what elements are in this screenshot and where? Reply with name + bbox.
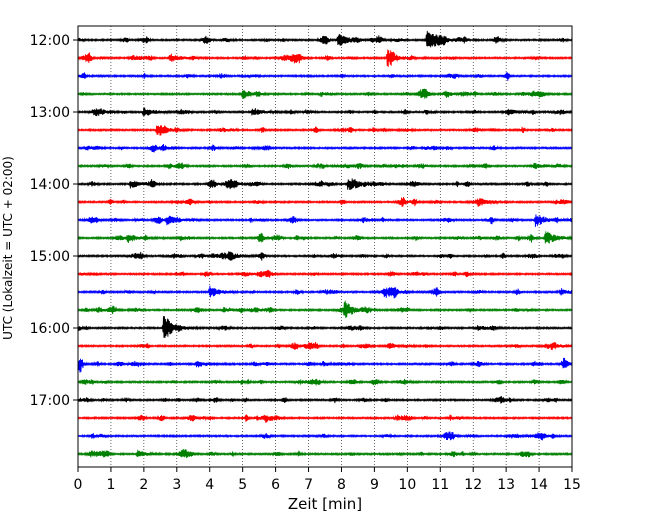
seismogram-trace: [77, 231, 573, 244]
seismogram-trace: [77, 49, 573, 67]
seismogram-trace: [77, 197, 573, 207]
seismogram-trace: [77, 448, 573, 459]
x-tick-label: 6: [271, 477, 280, 493]
y-tick-label: 12:00: [30, 33, 70, 49]
x-tick-label: 1: [106, 477, 115, 493]
x-tick-label: 3: [172, 477, 181, 493]
x-tick-label: 12: [464, 477, 482, 493]
seismogram-trace: [77, 300, 573, 318]
x-tick-label: 11: [431, 477, 449, 493]
seismogram-trace: [77, 396, 573, 404]
x-tick-label: 7: [304, 477, 313, 493]
seismogram-trace: [77, 431, 573, 441]
y-axis-label: UTC (Lokalzeit = UTC + 02:00): [1, 156, 15, 340]
x-axis-label: Zeit [min]: [288, 495, 362, 513]
x-tick-label: 4: [205, 477, 214, 493]
x-tick-label: 0: [74, 477, 83, 493]
y-axis-ticks: 12:00 13:00 14:00 15:00 16:00 17:00: [30, 33, 78, 409]
seismogram-trace: [77, 285, 573, 299]
seismogram-trace: [77, 72, 573, 81]
seismogram-trace: [77, 178, 573, 190]
x-tick-label: 10: [398, 477, 416, 493]
y-tick-label: 16:00: [30, 321, 70, 337]
x-tick-label: 9: [370, 477, 379, 493]
seismogram-trace: [77, 88, 573, 100]
traces: [77, 30, 573, 459]
seismogram-trace: [77, 357, 573, 373]
seismogram-trace: [77, 162, 573, 170]
y-tick-label: 17:00: [30, 393, 70, 409]
x-tick-label: 8: [337, 477, 346, 493]
seismogram-trace: [77, 107, 573, 117]
seismogram-trace: [77, 269, 573, 278]
y-tick-label: 15:00: [30, 249, 70, 265]
seismogram-trace: [77, 414, 573, 423]
y-tick-label: 13:00: [30, 105, 70, 121]
x-tick-label: 2: [139, 477, 148, 493]
seismogram-trace: [77, 214, 573, 227]
plot-frame: [77, 25, 573, 468]
x-tick-label: 5: [238, 477, 247, 493]
x-tick-label: 14: [530, 477, 548, 493]
x-tick-label: 13: [497, 477, 515, 493]
seismogram-trace: [77, 30, 573, 48]
seismogram-trace: [77, 144, 573, 153]
seismogram-trace: [77, 316, 573, 338]
y-tick-label: 14:00: [30, 177, 70, 193]
seismogram-trace: [77, 125, 573, 136]
seismogram-trace: [77, 378, 573, 386]
seismogram-trace: [77, 342, 573, 351]
seismogram-trace: [77, 251, 573, 261]
x-tick-label: 15: [563, 477, 581, 493]
x-axis-ticks: 0 1 2 3 4 5 6 7 8 9 10 11 12 13 14 15: [74, 467, 581, 493]
